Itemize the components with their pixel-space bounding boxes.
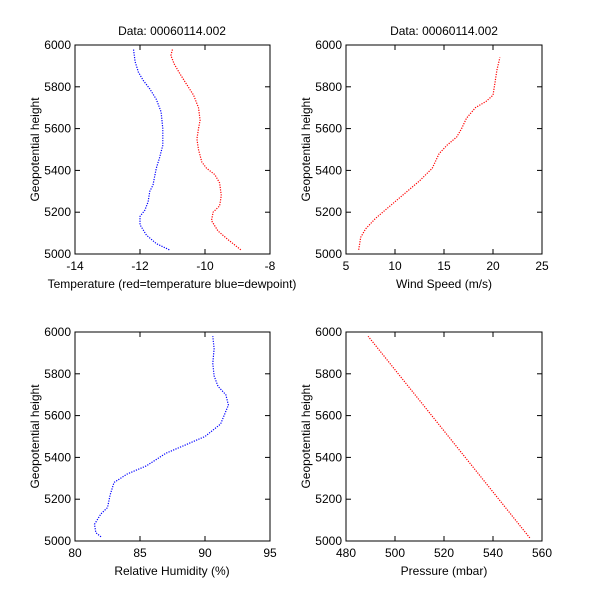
humidity-ytick-label-0: 5000 (44, 534, 71, 548)
pressure-xtick-label-1: 500 (385, 546, 405, 560)
pressure-ytick-label-2: 5400 (315, 450, 342, 464)
wind-xtick-label-0: 5 (343, 259, 350, 273)
panel-temperature-series (132, 49, 242, 251)
panel-temperature-frame (74, 44, 271, 255)
pressure-ytick-label-5: 6000 (315, 325, 342, 339)
temperature-ytick-label-2: 5400 (44, 163, 71, 177)
panel-pressure: 480 500 520 540 560500052005400560058006000 … (299, 325, 552, 578)
humidity-xtick-label-3: 95 (263, 546, 277, 560)
humidity-ytick-label-1: 5200 (44, 492, 71, 506)
panel-temperature-ylabel: Geopotential height (28, 97, 42, 202)
humidity-ytick-label-2: 5400 (44, 450, 71, 464)
panel-humidity-ylabel: Geopotential height (28, 384, 42, 489)
panel-pressure-ylabel: Geopotential height (299, 384, 313, 489)
temperature-ytick-label-4: 5800 (44, 80, 71, 94)
temperature-xtick-label-0: -14 (66, 259, 84, 273)
panel-pressure-series (367, 335, 531, 539)
temperature-ytick-label-3: 5600 (44, 122, 71, 136)
pressure-xtick-label-2: 520 (434, 546, 454, 560)
panel-wind-series (358, 57, 501, 250)
panel-temperature: Data: 00060114.002 -14 -12 -10 -8 5000 5200 54… (28, 24, 296, 291)
pressure-ytick-label-0: 5000 (315, 534, 342, 548)
pressure-ytick-label-4: 5800 (315, 367, 342, 381)
humidity-ytick-label-4: 5800 (44, 367, 71, 381)
temperature-series-temperature-line (170, 49, 242, 251)
temperature-series-dewpoint-line (132, 49, 170, 251)
panel-pressure-ticks: 480 500 520 540 560 5000 5200 5400 5600 5800 6000 (315, 325, 552, 560)
pressure-xtick-label-0: 480 (336, 546, 356, 560)
panel-wind-ticks: 5 10 15 20 25 5000 5200 5400 5600 5800 6000 (315, 38, 549, 273)
pressure-ytick-label-3: 5600 (315, 409, 342, 423)
wind-ytick-label-5: 6000 (315, 38, 342, 52)
panel-temperature-ticks: -14 -12 -10 -8 5000 5200 5400 5600 5800 6000 (44, 38, 275, 273)
wind-ytick-label-0: 5000 (315, 247, 342, 261)
panel-humidity-xlabel: Relative Humidity (%) (114, 564, 229, 578)
wind-ytick-label-1: 5200 (315, 205, 342, 219)
pressure-xtick-label-3: 540 (483, 546, 503, 560)
temperature-xtick-label-1: -12 (131, 259, 149, 273)
wind-ytick-label-2: 5400 (315, 163, 342, 177)
panel-temperature-xlabel: Temperature (red=temperature blue=dewpoi… (48, 277, 297, 291)
humidity-ytick-label-3: 5600 (44, 409, 71, 423)
panel-temperature-title: Data: 00060114.002 (118, 24, 226, 38)
panel-humidity: 80 85 90 95 5000 5200 5400 5600 5800 6000 Relativ… (28, 325, 277, 578)
wind-xtick-label-1: 10 (388, 259, 402, 273)
wind-ytick-label-4: 5800 (315, 80, 342, 94)
pressure-ytick-label-1: 5200 (315, 492, 342, 506)
wind-ytick-label-3: 5600 (315, 122, 342, 136)
panel-humidity-series (93, 336, 230, 538)
panel-pressure-xlabel: Pressure (mbar) (401, 564, 488, 578)
panel-wind-xlabel: Wind Speed (m/s) (396, 277, 492, 291)
pressure-xtick-label-4: 560 (532, 546, 552, 560)
panel-wind: Data: 00060114.002 5 10 15 20 25 5000 5200 5400… (299, 24, 549, 291)
pressure-series-pressure-line (367, 335, 531, 539)
wind-xtick-label-3: 20 (486, 259, 500, 273)
panel-humidity-frame (74, 331, 271, 542)
panel-pressure-frame (345, 331, 543, 542)
panel-wind-title: Data: 00060114.002 (390, 24, 498, 38)
temperature-ytick-label-1: 5200 (44, 205, 71, 219)
temperature-ytick-label-5: 6000 (44, 38, 71, 52)
humidity-xtick-label-0: 80 (68, 546, 82, 560)
temperature-ytick-label-0: 5000 (44, 247, 71, 261)
temperature-xtick-label-2: -10 (196, 259, 214, 273)
temperature-xtick-label-3: -8 (265, 259, 276, 273)
humidity-series-relative-humidity-line (93, 336, 230, 538)
wind-xtick-label-2: 15 (437, 259, 451, 273)
wind-series-wind-speed-line (358, 57, 501, 250)
panel-wind-ylabel: Geopotential height (299, 97, 313, 202)
humidity-xtick-label-1: 85 (133, 546, 147, 560)
panel-wind-frame (345, 44, 543, 255)
wind-xtick-label-4: 25 (535, 259, 549, 273)
humidity-ytick-label-5: 6000 (44, 325, 71, 339)
panel-humidity-ticks: 80 85 90 95 5000 5200 5400 5600 5800 6000 (44, 325, 277, 560)
humidity-xtick-label-2: 90 (198, 546, 212, 560)
